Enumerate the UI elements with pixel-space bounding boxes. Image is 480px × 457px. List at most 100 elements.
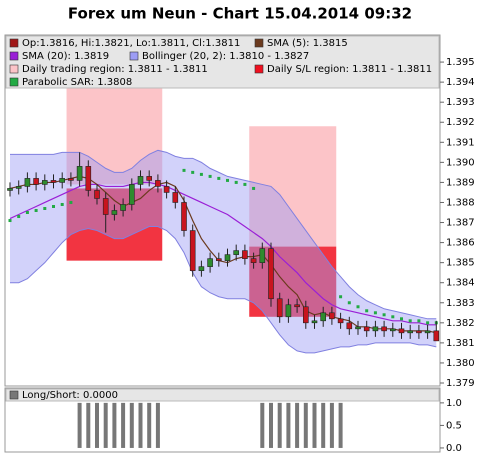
candle-body bbox=[389, 328, 396, 332]
sar-dot bbox=[69, 200, 73, 204]
candle-body bbox=[302, 306, 309, 324]
chart-title: Forex um Neun - Chart 15.04.2014 09:32 bbox=[68, 5, 412, 23]
legend-label: Op:1.3816, Hi:1.3821, Lo:1.3811, Cl:1.38… bbox=[22, 38, 240, 49]
candle-body bbox=[372, 326, 379, 332]
y-tick-label: 1.380 bbox=[446, 358, 475, 369]
long-short-bar bbox=[129, 402, 134, 448]
y-tick-label: 1.379 bbox=[446, 378, 475, 389]
long-short-bar bbox=[321, 402, 326, 448]
sar-dot bbox=[356, 305, 360, 309]
y-tick-label: 1.386 bbox=[446, 238, 475, 249]
y-tick-label: 1.385 bbox=[446, 258, 475, 269]
legend-swatch bbox=[9, 390, 19, 400]
sar-dot bbox=[25, 211, 29, 215]
candle-body bbox=[398, 328, 405, 334]
sar-dot bbox=[226, 178, 229, 182]
y-tick-label: 1.381 bbox=[446, 338, 475, 349]
long-short-bar bbox=[121, 402, 126, 448]
legend-swatch bbox=[129, 51, 139, 61]
candle-body bbox=[233, 250, 239, 255]
y2-tick-label: 0.5 bbox=[446, 420, 462, 431]
long-short-bar bbox=[260, 402, 265, 448]
y-tick-label: 1.392 bbox=[446, 117, 475, 128]
y-tick-label: 1.391 bbox=[446, 137, 475, 148]
candle-body bbox=[129, 184, 135, 205]
candle-body bbox=[172, 192, 179, 203]
y-tick-label: 1.389 bbox=[446, 177, 475, 188]
candle-body bbox=[111, 210, 118, 215]
long-short-bar bbox=[138, 402, 143, 448]
sar-dot bbox=[52, 204, 55, 208]
sar-dot bbox=[34, 209, 38, 212]
y-tick-label: 1.388 bbox=[446, 197, 475, 208]
candle-body bbox=[250, 258, 257, 263]
legend-label: SMA (20): 1.3819 bbox=[22, 51, 109, 62]
sar-dot bbox=[43, 206, 47, 210]
sar-dot bbox=[400, 317, 403, 321]
candle-body bbox=[146, 176, 152, 181]
legend-swatch bbox=[9, 51, 19, 61]
sar-dot bbox=[8, 219, 12, 223]
candle-body bbox=[337, 318, 344, 324]
candle-body bbox=[363, 326, 370, 332]
legend-label: SMA (5): 1.3815 bbox=[267, 38, 348, 49]
candle-body bbox=[76, 166, 83, 181]
candle-body bbox=[68, 178, 74, 181]
y-tick-label: 1.390 bbox=[446, 157, 475, 168]
candle-body bbox=[102, 198, 109, 215]
y-tick-label: 1.393 bbox=[446, 97, 475, 108]
legend-swatch bbox=[9, 77, 19, 87]
candle-body bbox=[416, 330, 422, 334]
long-short-bar bbox=[147, 402, 152, 448]
candle-body bbox=[285, 304, 292, 318]
legend-box bbox=[5, 35, 440, 89]
sar-dot bbox=[217, 176, 221, 180]
long-short-bar bbox=[338, 402, 343, 448]
candle-body bbox=[181, 202, 187, 231]
candle-body bbox=[137, 176, 144, 185]
candle-body bbox=[198, 266, 205, 271]
sar-dot bbox=[391, 315, 395, 319]
legend-label: Parabolic SAR: 1.3808 bbox=[22, 77, 132, 88]
candle-body bbox=[163, 186, 170, 193]
candle-body bbox=[242, 250, 248, 259]
sar-dot bbox=[234, 180, 238, 184]
candle-body bbox=[33, 178, 39, 185]
legend-box bbox=[5, 388, 440, 402]
sar-dot bbox=[365, 309, 369, 313]
bollinger-upper bbox=[10, 149, 437, 320]
candle-body bbox=[355, 326, 361, 330]
candle-body bbox=[407, 330, 414, 334]
candle-body bbox=[207, 258, 213, 267]
candle-body bbox=[294, 304, 300, 308]
long-short-bar bbox=[95, 402, 99, 448]
y2-tick-label: 0.0 bbox=[446, 443, 462, 454]
candle-body bbox=[224, 254, 231, 261]
y-tick-label: 1.394 bbox=[446, 77, 475, 88]
legend-swatch bbox=[254, 64, 264, 74]
long-short-bar bbox=[277, 402, 282, 448]
sar-dot bbox=[182, 168, 186, 172]
candle-body bbox=[94, 190, 100, 199]
candle-body bbox=[7, 188, 13, 191]
sar-dot bbox=[243, 182, 247, 186]
sar-dot bbox=[17, 215, 21, 219]
candle-body bbox=[268, 248, 274, 300]
candle-body bbox=[189, 230, 196, 271]
candle-body bbox=[276, 298, 283, 318]
candle-body bbox=[155, 180, 161, 187]
candle-body bbox=[85, 166, 92, 191]
candle-body bbox=[120, 204, 126, 211]
candle-body bbox=[24, 178, 31, 187]
y-tick-label: 1.384 bbox=[446, 278, 475, 289]
candle-body bbox=[15, 186, 22, 189]
y-tick-label: 1.382 bbox=[446, 318, 475, 329]
legend-swatch bbox=[9, 64, 19, 74]
long-short-bar bbox=[86, 402, 91, 448]
long-short-bar bbox=[303, 402, 308, 448]
sar-dot bbox=[191, 170, 195, 174]
long-short-bar bbox=[295, 402, 300, 448]
legend-swatch bbox=[9, 38, 19, 48]
sar-dot bbox=[252, 186, 256, 190]
bollinger-band-fill bbox=[10, 150, 437, 353]
